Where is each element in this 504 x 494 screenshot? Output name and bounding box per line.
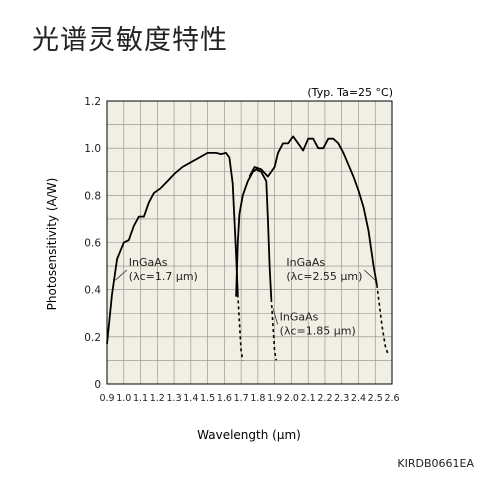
x-tick-label: 2.2: [317, 393, 332, 404]
series-dashed-tail-3: [376, 284, 390, 356]
x-tick-label: 1.5: [200, 393, 215, 404]
x-tick-label: 0.9: [99, 393, 114, 404]
y-tick-label: 1.2: [84, 96, 101, 108]
x-tick-label: 1.4: [183, 393, 198, 404]
x-tick-label: 2.4: [351, 393, 366, 404]
annotation-label: (λc=1.85 μm): [280, 324, 356, 337]
x-tick-label: 1.0: [116, 393, 131, 404]
x-axis-label: Wavelength (μm): [197, 428, 301, 442]
annotation-label: (λc=2.55 μm): [286, 270, 362, 283]
x-tick-label: 1.1: [133, 393, 148, 404]
x-tick-label: 1.3: [167, 393, 182, 404]
x-tick-label: 2.6: [384, 393, 399, 404]
x-tick-label: 1.7: [234, 393, 249, 404]
x-tick-label: 1.9: [267, 393, 282, 404]
x-tick-label: 2.3: [334, 393, 349, 404]
x-tick-label: 2.5: [368, 393, 383, 404]
annotation-leader: [272, 308, 279, 325]
y-tick-label: 0.4: [84, 285, 101, 297]
x-tick-label: 1.6: [217, 393, 232, 404]
annotation-leader: [364, 269, 376, 281]
y-tick-label: 0.8: [84, 190, 101, 202]
condition-note: (Typ. Ta=25 °C): [307, 86, 393, 99]
y-tick-label: 0.6: [84, 238, 101, 250]
series-line-2: [235, 168, 273, 300]
x-tick-label: 2.0: [284, 393, 299, 404]
annotation-label: InGaAs: [129, 256, 168, 269]
y-axis-ticks: 0 0.2 0.4 0.6 0.8 1.0 1.2: [84, 96, 101, 391]
annotation-label: (λc=1.7 μm): [129, 270, 198, 283]
annotations-group: InGaAs(λc=1.7 μm)InGaAs(λc=2.55 μm)InGaA…: [115, 256, 376, 337]
y-tick-label: 0: [94, 379, 101, 391]
annotation-label: InGaAs: [286, 256, 325, 269]
series-line-1: [106, 152, 239, 344]
annotation-label: InGaAs: [280, 310, 319, 323]
x-tick-label: 1.2: [150, 393, 165, 404]
annotation-leader: [115, 269, 128, 281]
x-tick-label: 1.8: [250, 393, 265, 404]
grid: [107, 101, 392, 384]
y-axis-label: Photosensitivity (A/W): [45, 178, 59, 311]
series-group: [106, 135, 390, 361]
page-title: 光谱灵敏度特性: [32, 25, 228, 56]
y-tick-label: 1.0: [84, 143, 101, 155]
x-axis-ticks: 0.9 1.0 1.1 1.2 1.3 1.4 1.5 1.6 1.7 1.8 1.9 2.0 2.1 2…: [99, 393, 399, 404]
series-dashed-tail-1: [237, 294, 244, 361]
document-code: KIRDB0661EA: [397, 457, 474, 470]
series-line-3: [248, 135, 378, 286]
x-tick-label: 2.1: [301, 393, 316, 404]
y-tick-label: 0.2: [84, 332, 101, 344]
plot-frame: [106, 100, 393, 385]
